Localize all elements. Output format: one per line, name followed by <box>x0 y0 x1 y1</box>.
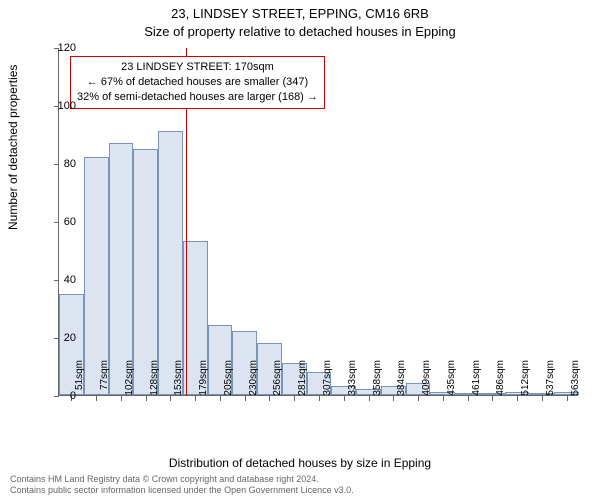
x-tick-mark <box>468 396 469 401</box>
histogram-chart: 23, LINDSEY STREET, EPPING, CM16 6RB Siz… <box>0 0 600 500</box>
chart-title-sub: Size of property relative to detached ho… <box>0 24 600 39</box>
x-tick-label: 179sqm <box>198 360 209 400</box>
histogram-bar <box>109 143 134 395</box>
x-tick-label: 435sqm <box>446 360 457 400</box>
histogram-bar <box>158 131 183 395</box>
x-tick-mark <box>245 396 246 401</box>
x-tick-mark <box>170 396 171 401</box>
x-tick-label: 409sqm <box>421 360 432 400</box>
x-tick-mark <box>369 396 370 401</box>
y-tick-label: 100 <box>46 100 76 112</box>
x-tick-label: 230sqm <box>248 360 259 400</box>
histogram-bar <box>133 149 158 396</box>
x-tick-label: 537sqm <box>545 360 556 400</box>
x-tick-label: 102sqm <box>124 360 135 400</box>
x-tick-mark <box>517 396 518 401</box>
x-tick-mark <box>269 396 270 401</box>
x-tick-label: 51sqm <box>74 360 85 400</box>
y-tick-label: 120 <box>46 42 76 54</box>
y-tick-label: 0 <box>46 390 76 402</box>
chart-title-main: 23, LINDSEY STREET, EPPING, CM16 6RB <box>0 6 600 21</box>
x-tick-mark <box>542 396 543 401</box>
x-tick-label: 153sqm <box>173 360 184 400</box>
annotation-line: 32% of semi-detached houses are larger (… <box>77 90 318 105</box>
x-tick-label: 307sqm <box>322 360 333 400</box>
attribution-text: Contains HM Land Registry data © Crown c… <box>10 474 590 497</box>
x-tick-label: 281sqm <box>297 360 308 400</box>
x-tick-mark <box>492 396 493 401</box>
x-tick-mark <box>567 396 568 401</box>
x-axis-label: Distribution of detached houses by size … <box>0 456 600 470</box>
x-tick-mark <box>418 396 419 401</box>
annotation-line: 23 LINDSEY STREET: 170sqm <box>77 60 318 75</box>
x-tick-label: 128sqm <box>149 360 160 400</box>
x-tick-mark <box>319 396 320 401</box>
annotation-line: ← 67% of detached houses are smaller (34… <box>77 75 318 90</box>
x-tick-label: 205sqm <box>223 360 234 400</box>
x-tick-mark <box>96 396 97 401</box>
x-tick-mark <box>195 396 196 401</box>
x-tick-mark <box>294 396 295 401</box>
x-tick-mark <box>146 396 147 401</box>
x-tick-mark <box>220 396 221 401</box>
annotation-box: 23 LINDSEY STREET: 170sqm ← 67% of detac… <box>70 56 325 109</box>
x-tick-label: 256sqm <box>272 360 283 400</box>
y-tick-label: 60 <box>46 216 76 228</box>
y-axis-label: Number of detached properties <box>6 65 20 230</box>
x-tick-mark <box>393 396 394 401</box>
x-tick-label: 486sqm <box>495 360 506 400</box>
attribution-line: Contains public sector information licen… <box>10 485 590 496</box>
x-tick-label: 77sqm <box>99 360 110 400</box>
x-tick-mark <box>121 396 122 401</box>
y-tick-label: 20 <box>46 332 76 344</box>
x-tick-mark <box>344 396 345 401</box>
x-tick-label: 512sqm <box>520 360 531 400</box>
x-tick-label: 333sqm <box>347 360 358 400</box>
x-tick-label: 461sqm <box>471 360 482 400</box>
x-tick-label: 384sqm <box>396 360 407 400</box>
y-tick-label: 40 <box>46 274 76 286</box>
x-tick-label: 563sqm <box>570 360 581 400</box>
x-tick-mark <box>443 396 444 401</box>
x-tick-label: 358sqm <box>372 360 383 400</box>
y-tick-label: 80 <box>46 158 76 170</box>
attribution-line: Contains HM Land Registry data © Crown c… <box>10 474 590 485</box>
